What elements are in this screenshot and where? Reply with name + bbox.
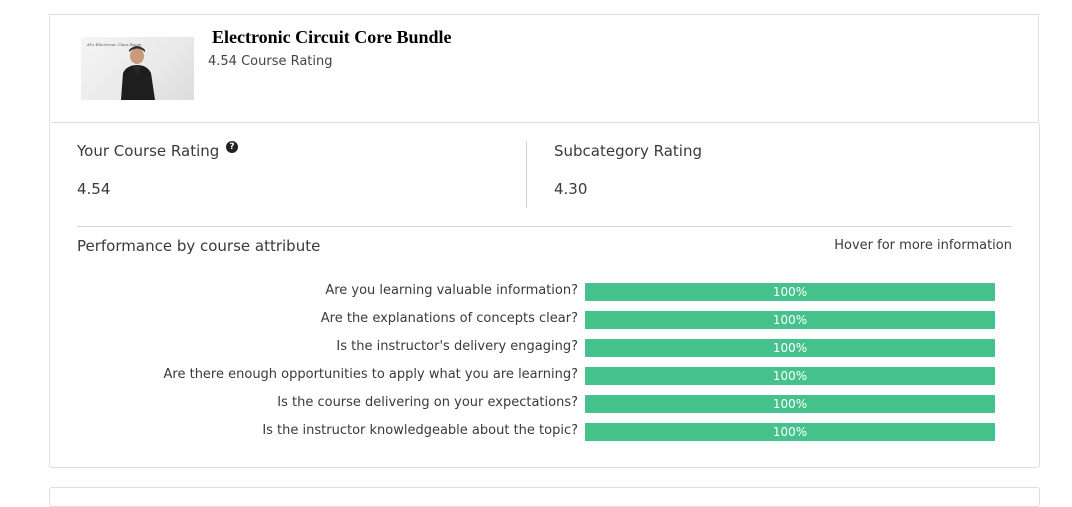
attribute-bar[interactable]: 100% — [585, 311, 995, 329]
attribute-bar-fill — [585, 339, 995, 357]
question-circle-icon[interactable]: ? — [226, 141, 238, 153]
performance-title: Performance by course attribute — [77, 237, 321, 255]
hover-hint: Hover for more information — [834, 238, 1012, 253]
attribute-bar[interactable]: 100% — [585, 283, 995, 301]
thumbnail-caption: Al's Electronic Class Room — [87, 42, 142, 47]
attribute-question: Is the course delivering on your expecta… — [277, 395, 578, 410]
attribute-question: Are the explanations of concepts clear? — [320, 311, 578, 326]
attribute-bar[interactable]: 100% — [585, 367, 995, 385]
attribute-bar[interactable]: 100% — [585, 423, 995, 441]
next-card-edge — [49, 487, 1040, 507]
attribute-question: Are you learning valuable information? — [325, 283, 578, 298]
your-course-rating-value: 4.54 — [77, 180, 111, 198]
attribute-percent: 100% — [772, 313, 808, 327]
attribute-row[interactable]: Is the instructor's delivery engaging? 1… — [50, 338, 1041, 366]
attribute-bar[interactable]: 100% — [585, 395, 995, 413]
attribute-row[interactable]: Is the instructor knowledgeable about th… — [50, 422, 1041, 450]
course-header-card: Al's Electronic Class Room Electronic Ci… — [49, 14, 1039, 122]
attribute-row[interactable]: Are there enough opportunities to apply … — [50, 366, 1041, 394]
attribute-percent: 100% — [772, 425, 808, 439]
vertical-divider — [526, 141, 527, 208]
course-rating-summary: 4.54 Course Rating — [208, 54, 333, 69]
attribute-percent: 100% — [772, 341, 808, 355]
subcategory-rating-value: 4.30 — [554, 180, 588, 198]
subcategory-rating-label: Subcategory Rating — [554, 142, 702, 160]
attribute-bar-fill — [585, 367, 995, 385]
section-divider — [77, 226, 1012, 227]
attribute-bar[interactable]: 100% — [585, 339, 995, 357]
attribute-bar-fill — [585, 395, 995, 413]
attribute-list: Are you learning valuable information? 1… — [50, 282, 1041, 450]
attribute-question: Is the instructor's delivery engaging? — [336, 339, 578, 354]
attribute-row[interactable]: Are the explanations of concepts clear? … — [50, 310, 1041, 338]
attribute-row[interactable]: Are you learning valuable information? 1… — [50, 282, 1041, 310]
attribute-question: Are there enough opportunities to apply … — [163, 367, 578, 382]
attribute-percent: 100% — [772, 285, 808, 299]
rating-card: Your Course Rating ? 4.54 Subcategory Ra… — [49, 122, 1040, 468]
course-title[interactable]: Electronic Circuit Core Bundle — [212, 27, 452, 47]
instructor-photo — [121, 46, 155, 100]
attribute-row[interactable]: Is the course delivering on your expecta… — [50, 394, 1041, 422]
attribute-question: Is the instructor knowledgeable about th… — [262, 423, 578, 438]
your-course-rating-label: Your Course Rating — [77, 142, 220, 160]
attribute-percent: 100% — [772, 397, 808, 411]
attribute-bar-fill — [585, 283, 995, 301]
attribute-bar-fill — [585, 311, 995, 329]
attribute-bar-fill — [585, 423, 995, 441]
attribute-percent: 100% — [772, 369, 808, 383]
course-thumbnail[interactable]: Al's Electronic Class Room — [81, 37, 194, 100]
